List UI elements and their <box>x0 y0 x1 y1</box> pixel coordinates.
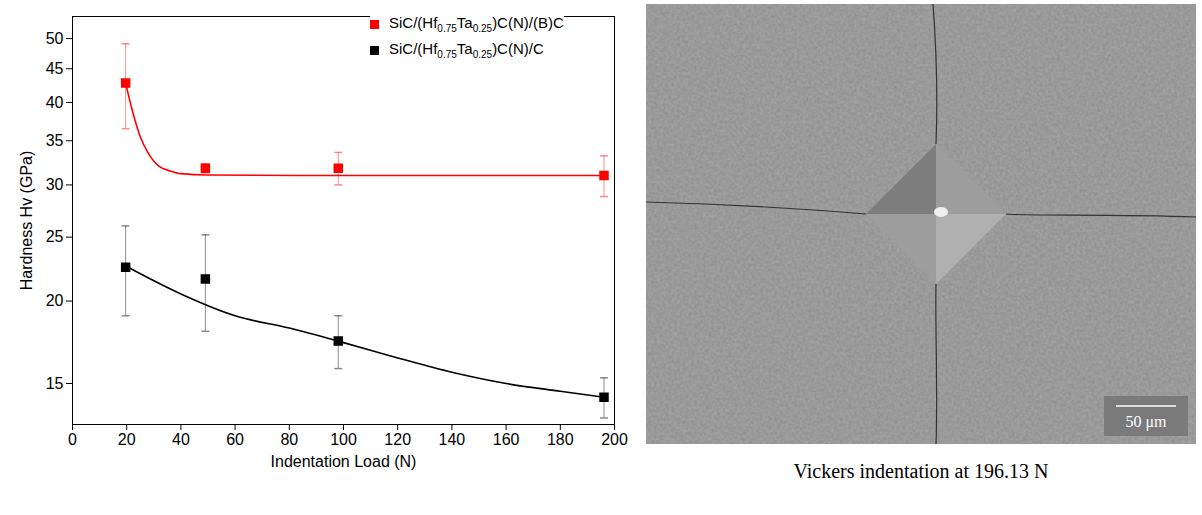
svg-text:40: 40 <box>46 94 64 111</box>
svg-text:45: 45 <box>46 60 64 77</box>
html-text:SiC/(Hf0.75Ta0.25)C(N)/C: SiC/(Hf0.75Ta0.25)C(N)/C <box>389 40 544 60</box>
html-text:SiC/(Hf0.75Ta0.25)C(N)/(B)C: SiC/(Hf0.75Ta0.25)C(N)/(B)C <box>389 14 564 34</box>
svg-text:Hardness Hv (GPa): Hardness Hv (GPa) <box>18 151 35 291</box>
html-text:Vickers indentation at 196.13: Vickers indentation at 196.13 N <box>793 460 1049 482</box>
svg-text:120: 120 <box>384 431 411 448</box>
svg-text:100: 100 <box>330 431 357 448</box>
svg-text:50: 50 <box>46 30 64 47</box>
svg-text:40: 40 <box>172 431 190 448</box>
svg-text:50 μm: 50 μm <box>1125 413 1167 431</box>
svg-text:140: 140 <box>439 431 466 448</box>
svg-text:30: 30 <box>46 176 64 193</box>
svg-text:25: 25 <box>46 228 64 245</box>
svg-text:35: 35 <box>46 132 64 149</box>
svg-text:20: 20 <box>118 431 136 448</box>
svg-text:Indentation Load (N): Indentation Load (N) <box>271 453 417 470</box>
svg-text:80: 80 <box>280 431 298 448</box>
svg-text:180: 180 <box>547 431 574 448</box>
svg-text:160: 160 <box>493 431 520 448</box>
svg-text:15: 15 <box>46 375 64 392</box>
svg-text:0: 0 <box>68 431 77 448</box>
svg-text:60: 60 <box>226 431 244 448</box>
svg-text:200: 200 <box>601 431 628 448</box>
svg-text:20: 20 <box>46 292 64 309</box>
